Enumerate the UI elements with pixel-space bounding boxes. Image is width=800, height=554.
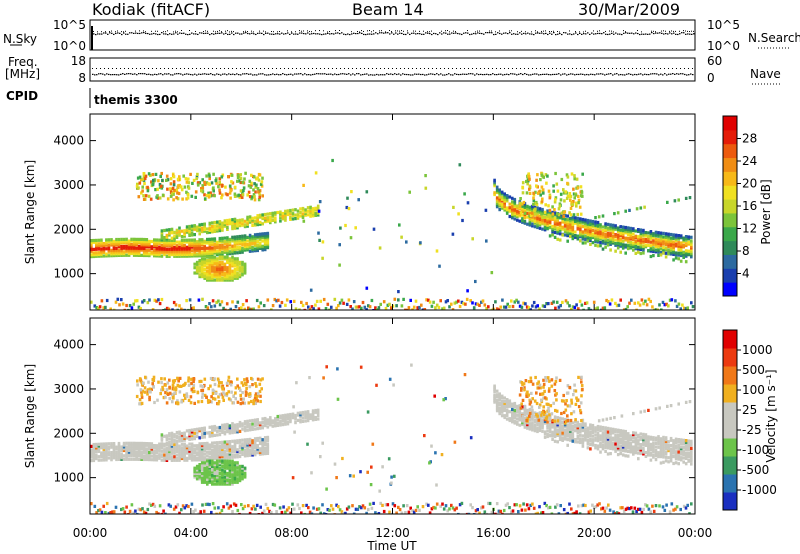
freq-right-tick-hi: 60 (707, 54, 722, 68)
velocity-colorbar-tick: -100 (742, 443, 769, 457)
velocity-panel: 4000 3000 2000 1000 Slant Range [km] (23, 317, 696, 515)
velocity-colorbar-tick: 1000 (742, 343, 773, 357)
power-panel: 4000 3000 2000 1000 Slant Range [km] (23, 113, 696, 311)
power-colorbar-tick: 20 (742, 177, 757, 191)
power-colorbar-swatch (723, 282, 737, 297)
velocity-colorbar-swatch (723, 438, 737, 457)
power-colorbar-swatch (723, 129, 737, 145)
freq-panel: Freq. [MHz] 18 8 60 0 Nave (5, 54, 781, 85)
y-tick-label: 4000 (53, 134, 84, 148)
noise-trace (91, 26, 695, 50)
noise-right-tick-hi: 10^5 (707, 18, 740, 32)
noise-left-tick-hi: 10^5 (53, 18, 86, 32)
x-tick-label: 00:00 (73, 526, 108, 540)
power-heatmap (90, 158, 695, 310)
noise-left-label: N.Sky (3, 32, 37, 46)
velocity-colorbar-tick: 500 (742, 363, 765, 377)
power-colorbar-swatch (723, 143, 737, 159)
x-tick-label: 12:00 (375, 526, 410, 540)
velocity-colorbar-swatch (723, 330, 737, 349)
power-colorbar-tick: 16 (742, 199, 757, 213)
power-colorbar-swatch (723, 254, 737, 269)
velocity-colorbar-swatch (723, 420, 737, 439)
power-colorbar-swatch (723, 171, 737, 186)
noise-left-tick-lo: 10^0 (53, 39, 86, 53)
x-tick-label: 20:00 (577, 526, 612, 540)
power-colorbar-tick: 24 (742, 154, 757, 168)
y-tick-label: 4000 (53, 338, 84, 352)
freq-left-tick-hi: 18 (71, 54, 86, 68)
velocity-colorbar-tick: -25 (742, 423, 762, 437)
power-colorbar-tick: 12 (742, 222, 757, 236)
cpid-value: themis 3300 (94, 93, 178, 107)
velocity-colorbar-swatch (723, 402, 737, 421)
noise-right-tick-lo: 10^0 (707, 39, 740, 53)
velocity-colorbar-swatch (723, 492, 737, 511)
x-tick-label: 16:00 (476, 526, 511, 540)
x-tick-label: 08:00 (274, 526, 309, 540)
y-tick-label: 2000 (53, 222, 84, 236)
freq-trace (92, 68, 694, 76)
freq-label-2: [MHz] (5, 67, 40, 81)
noise-right-label: N.Search (748, 31, 800, 45)
x-tick-label: 00:00 (678, 526, 713, 540)
freq-left-tick-lo: 8 (78, 71, 86, 85)
velocity-colorbar-label: Velocity [m s⁻¹] (764, 369, 778, 462)
power-colorbar-swatch (723, 199, 737, 214)
power-colorbar-tick: 8 (742, 244, 750, 258)
power-colorbar-swatch (723, 268, 737, 283)
power-colorbar-tick: 4 (742, 267, 750, 281)
velocity-colorbar-tick: -1000 (742, 483, 777, 497)
y-tick-label: 1000 (53, 471, 84, 485)
y-tick-label: 1000 (53, 267, 84, 281)
power-colorbar-swatch (723, 240, 737, 255)
station-title: Kodiak (fitACF) (92, 0, 210, 19)
velocity-colorbar-swatch (723, 366, 737, 385)
velocity-ylabel: Slant Range [km] (23, 364, 37, 468)
velocity-colorbar-swatch (723, 474, 737, 493)
power-colorbar-label: Power [dB] (759, 179, 773, 244)
power-colorbar: 28 24 20 16 12 8 4 Power [dB] (722, 115, 773, 297)
noise-panel: N.Sky 10^5 10^0 10^5 10^0 N.Search (3, 18, 800, 53)
power-colorbar-swatch (723, 212, 737, 228)
cpid-label: CPID (6, 89, 38, 103)
freq-right-tick-lo: 0 (707, 71, 715, 85)
freq-label-1: Freq. (8, 55, 38, 69)
y-tick-label: 2000 (53, 426, 84, 440)
power-ylabel: Slant Range [km] (23, 160, 37, 264)
power-colorbar-swatch (723, 116, 737, 131)
power-colorbar-swatch (723, 157, 737, 172)
velocity-colorbar-tick: -500 (742, 463, 769, 477)
velocity-colorbar: 1000 500 100 25 -25 -100 -500 -1000 Velocity [m… (722, 329, 778, 511)
velocity-colorbar-tick: 100 (742, 383, 765, 397)
velocity-colorbar-swatch (723, 384, 737, 403)
velocity-colorbar-swatch (723, 456, 737, 475)
power-y-ticks: 4000 3000 2000 1000 (53, 134, 695, 281)
velocity-colorbar-swatch (723, 348, 737, 367)
nave-label: Nave (750, 67, 781, 81)
velocity-colorbar-tick: 25 (742, 403, 757, 417)
y-tick-label: 3000 (53, 382, 84, 396)
x-axis-ticks: 00:00 04:00 08:00 12:00 16:00 20:00 00:00 (73, 114, 713, 540)
velocity-heatmap (90, 363, 693, 514)
date-title: 30/Mar/2009 (578, 0, 680, 19)
y-tick-label: 3000 (53, 178, 84, 192)
power-colorbar-tick: 28 (742, 132, 757, 146)
x-tick-label: 04:00 (174, 526, 209, 540)
x-axis-label: Time UT (366, 539, 417, 553)
velocity-y-ticks: 4000 3000 2000 1000 (53, 338, 695, 485)
power-colorbar-swatch (723, 226, 737, 242)
beam-title: Beam 14 (352, 0, 424, 19)
power-colorbar-swatch (723, 185, 737, 200)
